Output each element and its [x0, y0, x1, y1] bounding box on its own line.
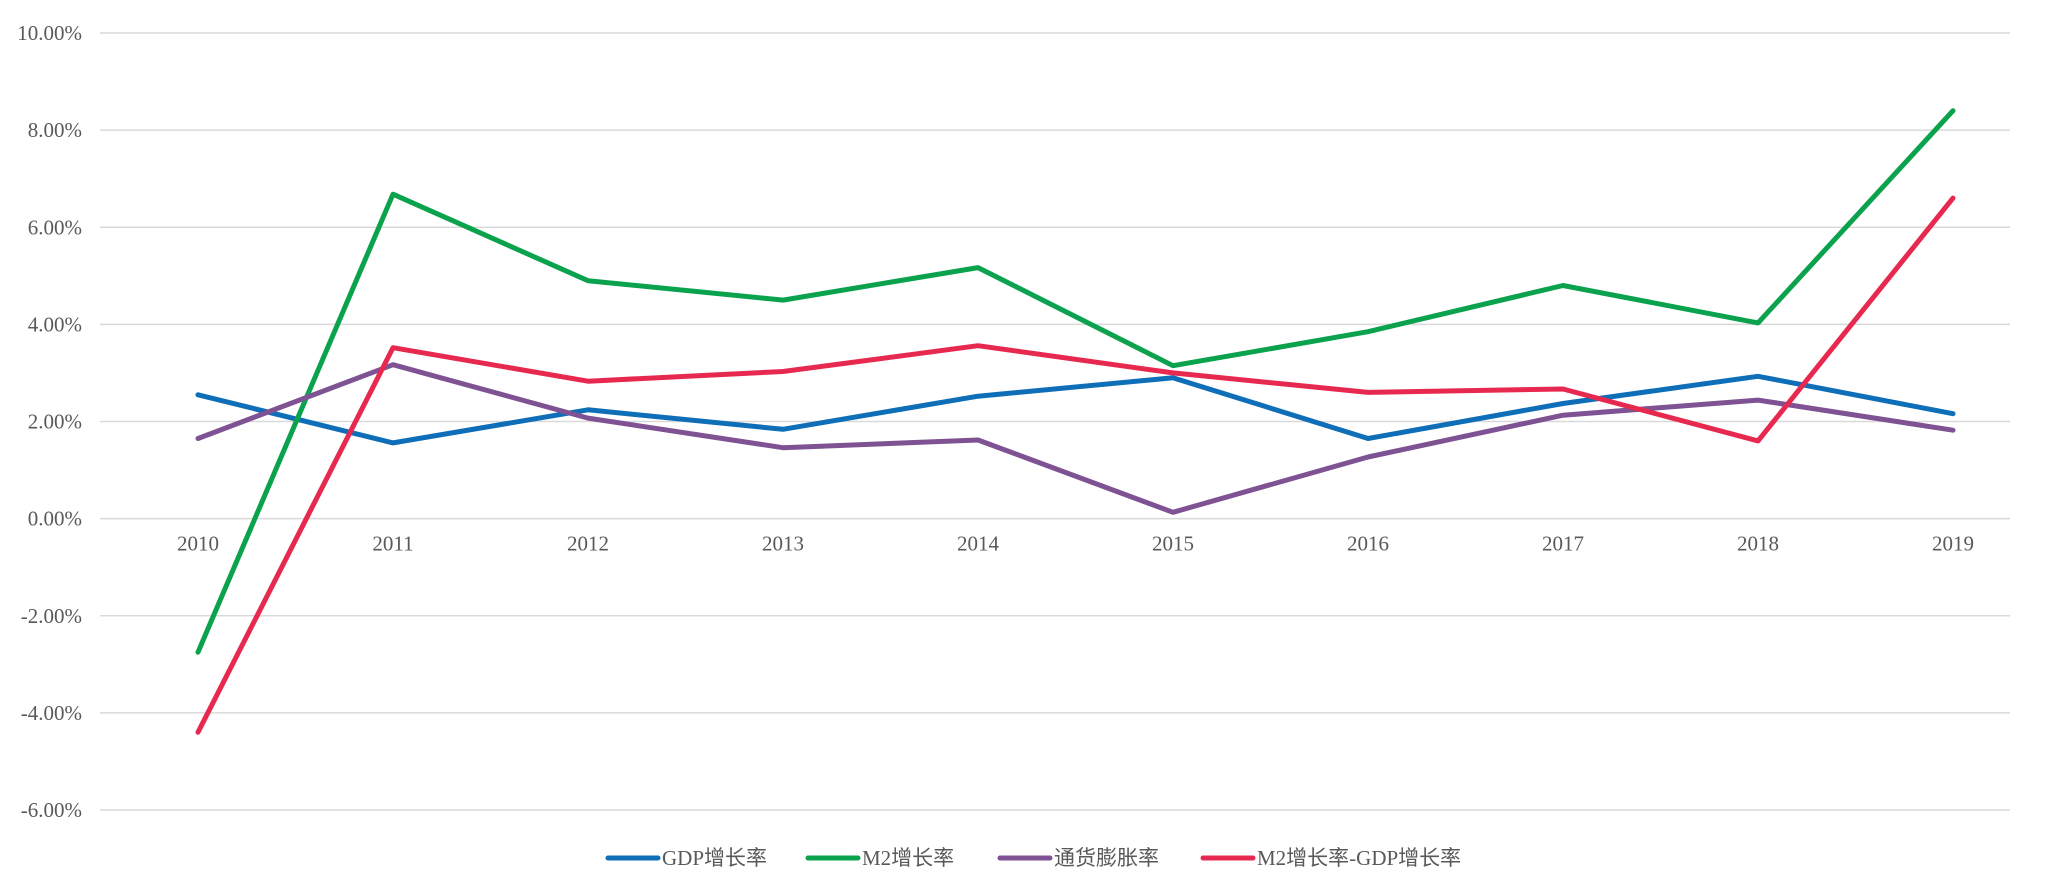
series-line-3 [195, 362, 1956, 515]
x-tick-label: 2019 [1932, 532, 1974, 556]
y-tick-label: -4.00% [21, 701, 82, 725]
legend-label: 通货膨胀率 [1054, 846, 1159, 870]
y-axis-tick-labels: 10.00% 8.00% 6.00% 4.00% 2.00% 0.00% -2.00% -4.… [17, 21, 82, 822]
y-tick-label: 10.00% [17, 21, 82, 45]
series-line-1 [195, 373, 1956, 446]
x-tick-label: 2013 [762, 532, 804, 556]
gridlines [100, 32, 2010, 811]
legend-label: M2增长率-GDP增长率 [1257, 846, 1461, 870]
x-tick-label: 2015 [1152, 532, 1194, 556]
y-tick-label: -2.00% [21, 604, 82, 628]
x-tick-label: 2012 [567, 532, 609, 556]
y-tick-label: 8.00% [28, 118, 82, 142]
x-tick-label: 2017 [1542, 532, 1584, 556]
x-tick-label: 2018 [1737, 532, 1779, 556]
x-tick-label: 2014 [957, 532, 1000, 556]
y-tick-label: 6.00% [28, 215, 82, 239]
series-line-2 [195, 108, 1956, 655]
legend-label: GDP增长率 [662, 846, 767, 870]
x-axis-tick-labels: 2010 2011 2012 2013 2014 2015 2016 2017 2018 2019 [177, 532, 1974, 556]
legend-label: M2增长率 [862, 846, 954, 870]
y-tick-label: 4.00% [28, 312, 82, 336]
y-tick-label: -6.00% [21, 798, 82, 822]
x-tick-label: 2010 [177, 532, 219, 556]
series-line-4 [195, 195, 1956, 735]
x-tick-label: 2011 [372, 532, 413, 556]
y-tick-label: 2.00% [28, 410, 82, 434]
x-tick-label: 2016 [1347, 532, 1389, 556]
series-lines [195, 108, 1956, 735]
y-tick-label: 0.00% [28, 507, 82, 531]
legend: GDP增长率 M2增长率 通货膨胀率 M2增长率-GDP增长率 [605, 846, 1461, 870]
